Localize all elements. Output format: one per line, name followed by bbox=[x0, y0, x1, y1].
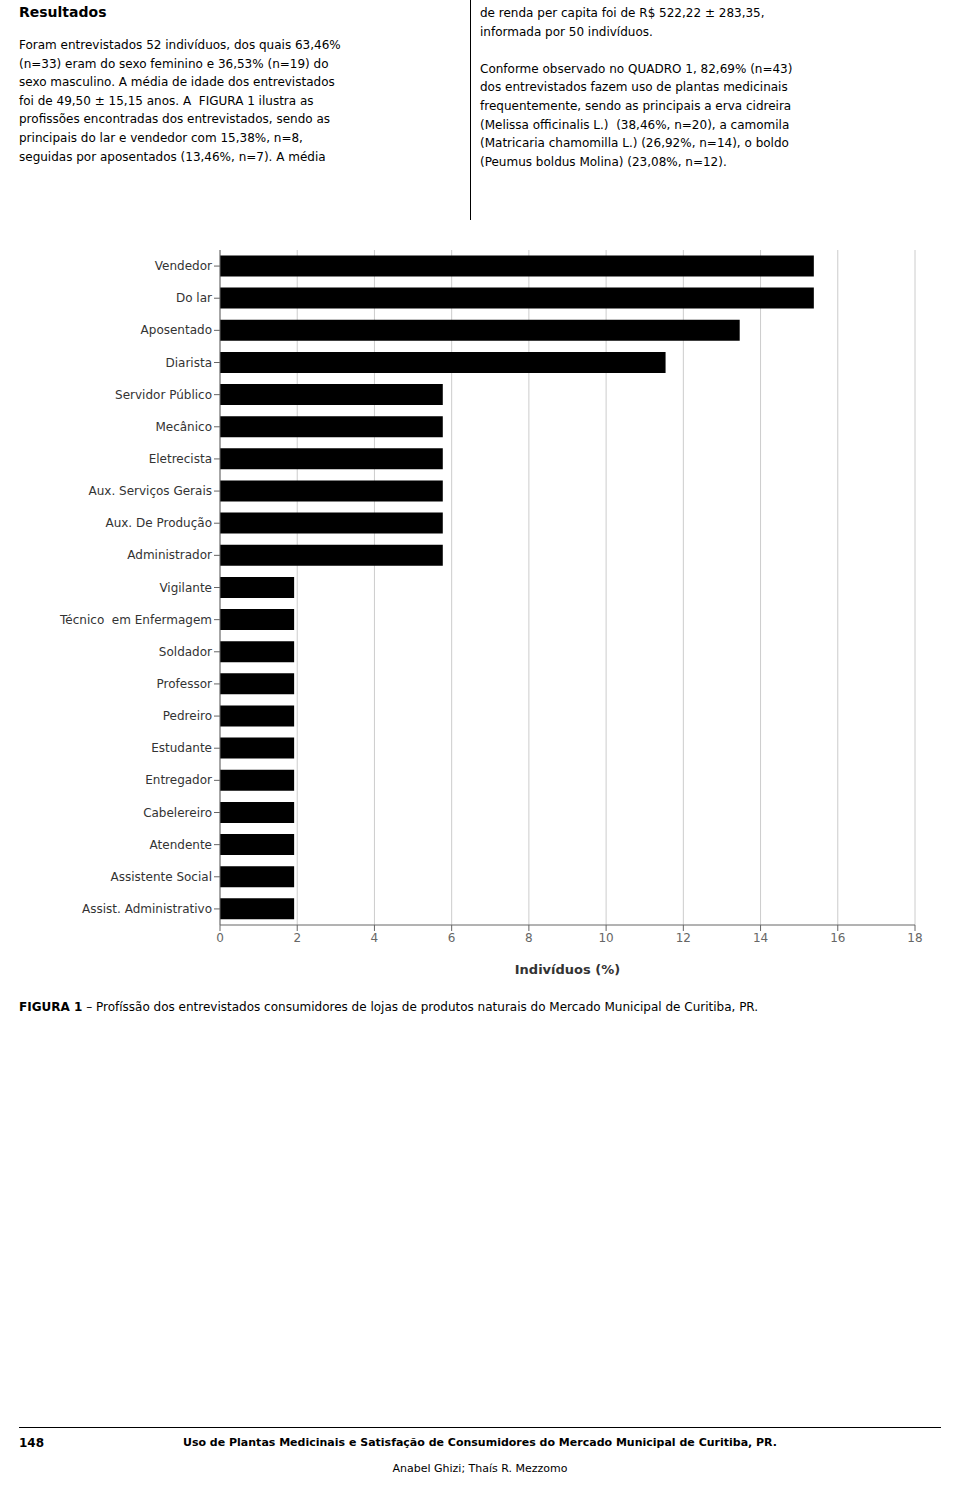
html-text:Uso de Plantas Medicinais e Sa: Uso de Plantas Medicinais e Satisfação d… bbox=[183, 1436, 777, 1449]
svg-text:Assistente Social: Assistente Social bbox=[111, 870, 212, 884]
svg-text:Aposentado: Aposentado bbox=[141, 323, 212, 337]
svg-text:Servidor Público: Servidor Público bbox=[115, 388, 212, 402]
svg-text:12: 12 bbox=[676, 931, 691, 945]
svg-text:Cabelereiro: Cabelereiro bbox=[143, 806, 212, 820]
svg-text:14: 14 bbox=[753, 931, 768, 945]
svg-text:8: 8 bbox=[525, 931, 533, 945]
svg-text:Entregador: Entregador bbox=[145, 773, 212, 787]
svg-text:Assist. Administrativo: Assist. Administrativo bbox=[82, 902, 212, 916]
svg-text:Indivíduos (%): Indivíduos (%) bbox=[515, 962, 620, 977]
svg-text:Aux. Serviços Gerais: Aux. Serviços Gerais bbox=[89, 484, 212, 498]
html-text:Foram entrevistados 52 indivíd: Foram entrevistados 52 indivíduos, dos q… bbox=[19, 38, 341, 164]
html-text:Resultados: Resultados bbox=[19, 4, 107, 20]
svg-text:Atendente: Atendente bbox=[150, 838, 212, 852]
svg-text:Eletrecista: Eletrecista bbox=[149, 452, 212, 466]
svg-text:Diarista: Diarista bbox=[165, 356, 212, 370]
svg-text:Professor: Professor bbox=[157, 677, 212, 691]
svg-text:6: 6 bbox=[448, 931, 456, 945]
svg-text:Técnico em Enfermagem: Técnico em Enfermagem bbox=[59, 613, 212, 627]
svg-text:Vigilante: Vigilante bbox=[159, 581, 212, 595]
svg-text:16: 16 bbox=[830, 931, 845, 945]
svg-text:Aux. De Produção: Aux. De Produção bbox=[105, 516, 212, 530]
svg-text:Pedreiro: Pedreiro bbox=[163, 709, 212, 723]
svg-text:Mecânico: Mecânico bbox=[155, 420, 212, 434]
svg-text:Estudante: Estudante bbox=[151, 741, 212, 755]
svg-text:Soldador: Soldador bbox=[159, 645, 212, 659]
svg-text:2: 2 bbox=[293, 931, 301, 945]
html-text:de renda per capita foi de R$: de renda per capita foi de R$ 522,22 ± 2… bbox=[480, 6, 793, 169]
svg-text:10: 10 bbox=[598, 931, 613, 945]
svg-text:Vendedor: Vendedor bbox=[155, 259, 212, 273]
svg-text:18: 18 bbox=[907, 931, 922, 945]
svg-text:4: 4 bbox=[371, 931, 379, 945]
svg-text:Do lar: Do lar bbox=[176, 291, 212, 305]
svg-text:0: 0 bbox=[216, 931, 224, 945]
html-text:Anabel Ghizi; Thaís R. Mezzomo: Anabel Ghizi; Thaís R. Mezzomo bbox=[392, 1462, 568, 1475]
html-text:148: 148 bbox=[19, 1436, 45, 1450]
html-text:FIGURA 1 – Profíssão dos entre: FIGURA 1 – Profíssão dos entrevistados c… bbox=[19, 1000, 759, 1014]
svg-text:Administrador: Administrador bbox=[127, 548, 212, 562]
